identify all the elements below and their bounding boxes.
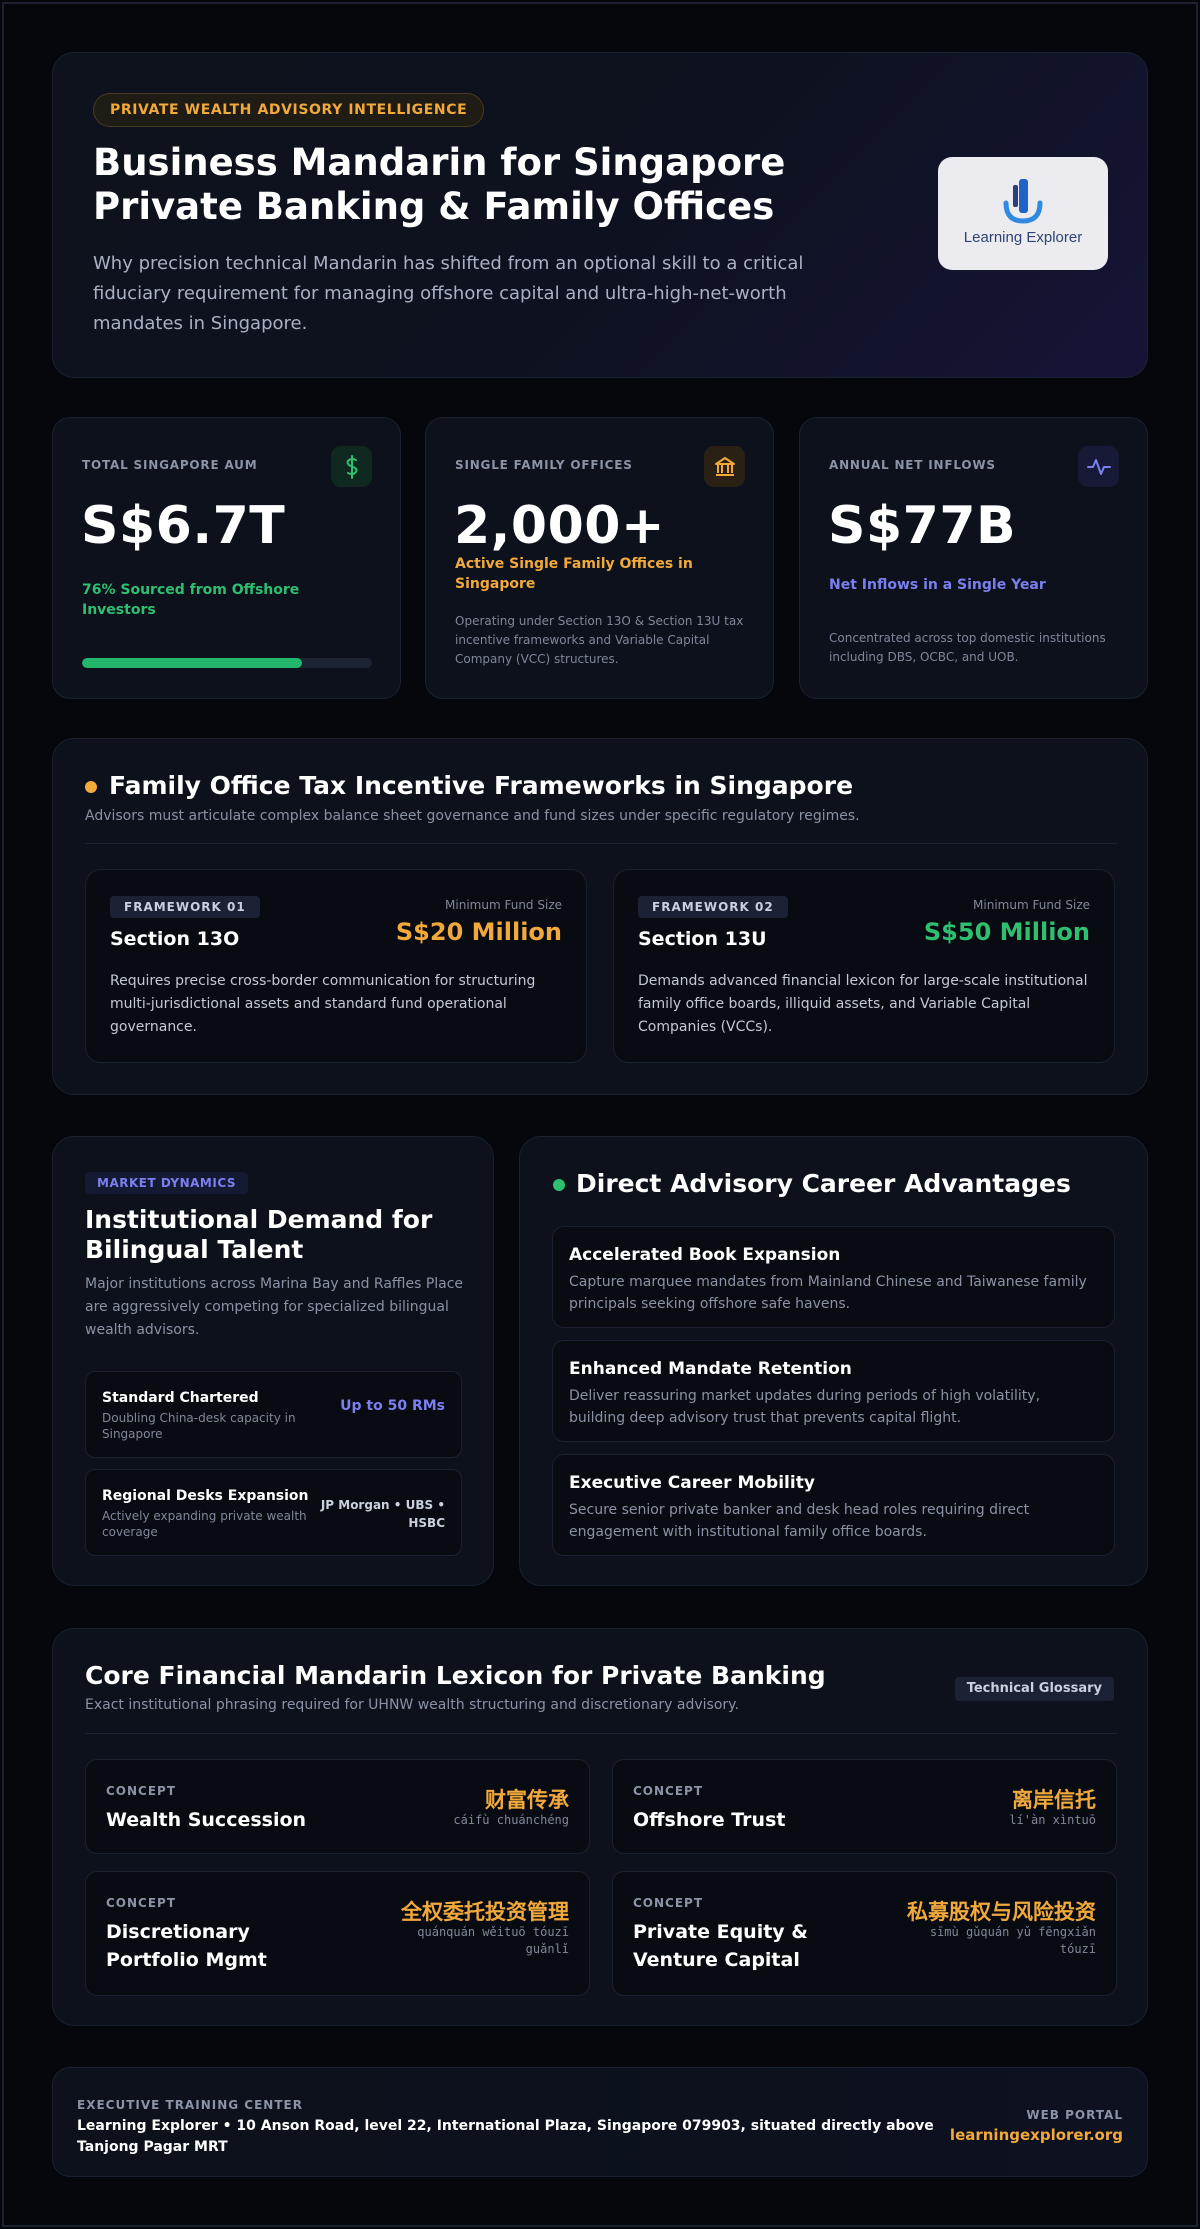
hero-badge: PRIVATE WEALTH ADVISORY INTELLIGENCE bbox=[93, 93, 485, 127]
min-fund-amount: S$50 Million bbox=[923, 918, 1090, 946]
stat-label: ANNUAL NET INFLOWS bbox=[829, 458, 996, 472]
lexicon-card: CONCEPT Private Equity & Venture Capital… bbox=[612, 1871, 1117, 1996]
footer: EXECUTIVE TRAINING CENTER Learning Explo… bbox=[52, 2067, 1148, 2177]
market-pill: MARKET DYNAMICS bbox=[85, 1172, 249, 1194]
framework-description: Demands advanced financial lexicon for l… bbox=[638, 973, 1088, 1035]
section-bullet-icon bbox=[553, 1179, 565, 1191]
stat-card-net-inflows: ANNUAL NET INFLOWS S$77B Net Inflows in … bbox=[799, 417, 1148, 699]
logo-mark-icon bbox=[1003, 179, 1043, 224]
market-row-regional-desks: Regional Desks Expansion Actively expand… bbox=[85, 1469, 462, 1556]
section-bullet-icon bbox=[85, 781, 97, 793]
lexicon-subtitle: Exact institutional phrasing required fo… bbox=[85, 1697, 739, 1713]
framework-card-13u: FRAMEWORK 02 Section 13U Minimum Fund Si… bbox=[613, 869, 1115, 1063]
hero-description: Why precision technical Mandarin has shi… bbox=[93, 253, 804, 334]
concept-term: Offshore Trust bbox=[633, 1809, 786, 1831]
min-fund-label: Minimum Fund Size bbox=[973, 898, 1090, 912]
stat-value: 2,000+ bbox=[454, 496, 666, 556]
concept-label: CONCEPT bbox=[106, 1784, 177, 1798]
hero-banner: PRIVATE WEALTH ADVISORY INTELLIGENCE Bus… bbox=[52, 52, 1148, 378]
market-row-title: Standard Chartered bbox=[102, 1390, 259, 1406]
frameworks-subtitle: Advisors must articulate complex balance… bbox=[85, 808, 860, 824]
concept-chinese: 全权委托投资管理 bbox=[401, 1900, 569, 1924]
lexicon-card: CONCEPT Discretionary Portfolio Mgmt 全权委… bbox=[85, 1871, 590, 1996]
aum-progress-bar bbox=[82, 658, 372, 668]
concept-label: CONCEPT bbox=[633, 1784, 704, 1798]
dollar-icon bbox=[331, 446, 372, 487]
frameworks-section: Family Office Tax Incentive Frameworks i… bbox=[52, 738, 1148, 1095]
lexicon-title: Core Financial Mandarin Lexicon for Priv… bbox=[85, 1661, 826, 1690]
concept-term: Private Equity & Venture Capital bbox=[633, 1921, 808, 1971]
advantage-description: Capture marquee mandates from Mainland C… bbox=[569, 1274, 1087, 1312]
section-divider bbox=[85, 843, 1117, 844]
advantage-title: Accelerated Book Expansion bbox=[569, 1245, 841, 1265]
section-divider bbox=[85, 1733, 1117, 1734]
technical-glossary-tag[interactable]: Technical Glossary bbox=[954, 1677, 1114, 1701]
framework-badge: FRAMEWORK 02 bbox=[638, 896, 788, 918]
aum-progress-fill bbox=[82, 658, 303, 668]
framework-name: Section 13U bbox=[638, 928, 767, 950]
stat-subtext: Net Inflows in a Single Year bbox=[829, 577, 1046, 593]
stat-subtext: Active Single Family Offices in Singapor… bbox=[455, 556, 693, 592]
stat-label: TOTAL SINGAPORE AUM bbox=[82, 458, 258, 472]
framework-badge: FRAMEWORK 01 bbox=[110, 896, 260, 918]
stat-note: Concentrated across top domestic institu… bbox=[829, 631, 1106, 664]
lexicon-card: CONCEPT Wealth Succession 财富传承 cáifù chu… bbox=[85, 1759, 590, 1854]
concept-term: Wealth Succession bbox=[106, 1809, 307, 1831]
advantages-card: Direct Advisory Career Advantages Accele… bbox=[519, 1136, 1148, 1586]
lexicon-card: CONCEPT Offshore Trust 离岸信托 lí'àn xìntuō bbox=[612, 1759, 1117, 1854]
market-row-title: Regional Desks Expansion bbox=[102, 1488, 309, 1504]
concept-chinese: 财富传承 bbox=[485, 1788, 569, 1812]
stat-card-family-offices: SINGLE FAMILY OFFICES 2,000+ Active Sing… bbox=[425, 417, 774, 699]
market-row-value: Up to 50 RMs bbox=[340, 1398, 445, 1414]
stat-label: SINGLE FAMILY OFFICES bbox=[455, 458, 633, 472]
page-title: Business Mandarin for Singapore Private … bbox=[93, 141, 786, 228]
advantages-title: Direct Advisory Career Advantages bbox=[576, 1169, 1071, 1198]
web-portal-label: WEB PORTAL bbox=[1026, 2108, 1123, 2122]
advantage-title: Executive Career Mobility bbox=[569, 1473, 815, 1493]
framework-description: Requires precise cross-border communicat… bbox=[110, 973, 536, 1035]
market-row-subtitle: Actively expanding private wealth covera… bbox=[102, 1509, 307, 1539]
framework-name: Section 13O bbox=[110, 928, 240, 950]
stat-note: Operating under Section 13O & Section 13… bbox=[455, 614, 744, 666]
concept-chinese: 私募股权与风险投资 bbox=[907, 1900, 1096, 1924]
footer-address: Learning Explorer • 10 Anson Road, level… bbox=[77, 2118, 934, 2155]
market-row-value: JP Morgan • UBS • HSBC bbox=[320, 1498, 445, 1530]
concept-pinyin: sīmù gǔquán yǔ fēngxiǎn tóuzī bbox=[929, 1925, 1096, 1956]
bank-icon bbox=[704, 446, 745, 487]
advantage-item: Accelerated Book Expansion Capture marqu… bbox=[552, 1226, 1115, 1328]
stat-value: S$6.7T bbox=[81, 496, 286, 556]
advantage-description: Secure senior private banker and desk he… bbox=[569, 1502, 1030, 1540]
brand-logo[interactable]: Learning Explorer bbox=[938, 157, 1108, 270]
min-fund-label: Minimum Fund Size bbox=[445, 898, 562, 912]
concept-pinyin: quánquán wěituō tóuzī guǎnlǐ bbox=[417, 1925, 569, 1956]
advantage-description: Deliver reassuring market updates during… bbox=[569, 1388, 1041, 1426]
market-title: Institutional Demand for Bilingual Talen… bbox=[85, 1205, 433, 1264]
min-fund-amount: S$20 Million bbox=[395, 918, 562, 946]
market-description: Major institutions across Marina Bay and… bbox=[85, 1276, 464, 1338]
pulse-icon bbox=[1078, 446, 1119, 487]
framework-card-13o: FRAMEWORK 01 Section 13O Minimum Fund Si… bbox=[85, 869, 587, 1063]
stat-subtext: 76% Sourced from Offshore Investors bbox=[82, 582, 300, 618]
advantage-item: Enhanced Mandate Retention Deliver reass… bbox=[552, 1340, 1115, 1442]
footer-label: EXECUTIVE TRAINING CENTER bbox=[77, 2098, 303, 2112]
advantage-title: Enhanced Mandate Retention bbox=[569, 1359, 852, 1379]
concept-label: CONCEPT bbox=[633, 1896, 704, 1910]
stat-card-aum: TOTAL SINGAPORE AUM S$6.7T 76% Sourced f… bbox=[52, 417, 401, 699]
web-portal-link[interactable]: learningexplorer.org bbox=[949, 2126, 1123, 2144]
concept-pinyin: lí'àn xìntuō bbox=[1009, 1813, 1096, 1827]
lexicon-section: Core Financial Mandarin Lexicon for Priv… bbox=[52, 1628, 1148, 2026]
logo-text: Learning Explorer bbox=[963, 229, 1083, 246]
advantage-item: Executive Career Mobility Secure senior … bbox=[552, 1454, 1115, 1556]
market-row-standard-chartered: Standard Chartered Doubling China-desk c… bbox=[85, 1371, 462, 1458]
concept-label: CONCEPT bbox=[106, 1896, 177, 1910]
concept-pinyin: cáifù chuánchéng bbox=[453, 1813, 569, 1827]
stat-value: S$77B bbox=[828, 496, 1017, 556]
frameworks-title: Family Office Tax Incentive Frameworks i… bbox=[109, 771, 854, 800]
concept-term: Discretionary Portfolio Mgmt bbox=[106, 1921, 267, 1971]
concept-chinese: 离岸信托 bbox=[1012, 1788, 1096, 1812]
market-row-subtitle: Doubling China-desk capacity in Singapor… bbox=[102, 1411, 296, 1441]
market-dynamics-card: MARKET DYNAMICS Institutional Demand for… bbox=[52, 1136, 494, 1586]
